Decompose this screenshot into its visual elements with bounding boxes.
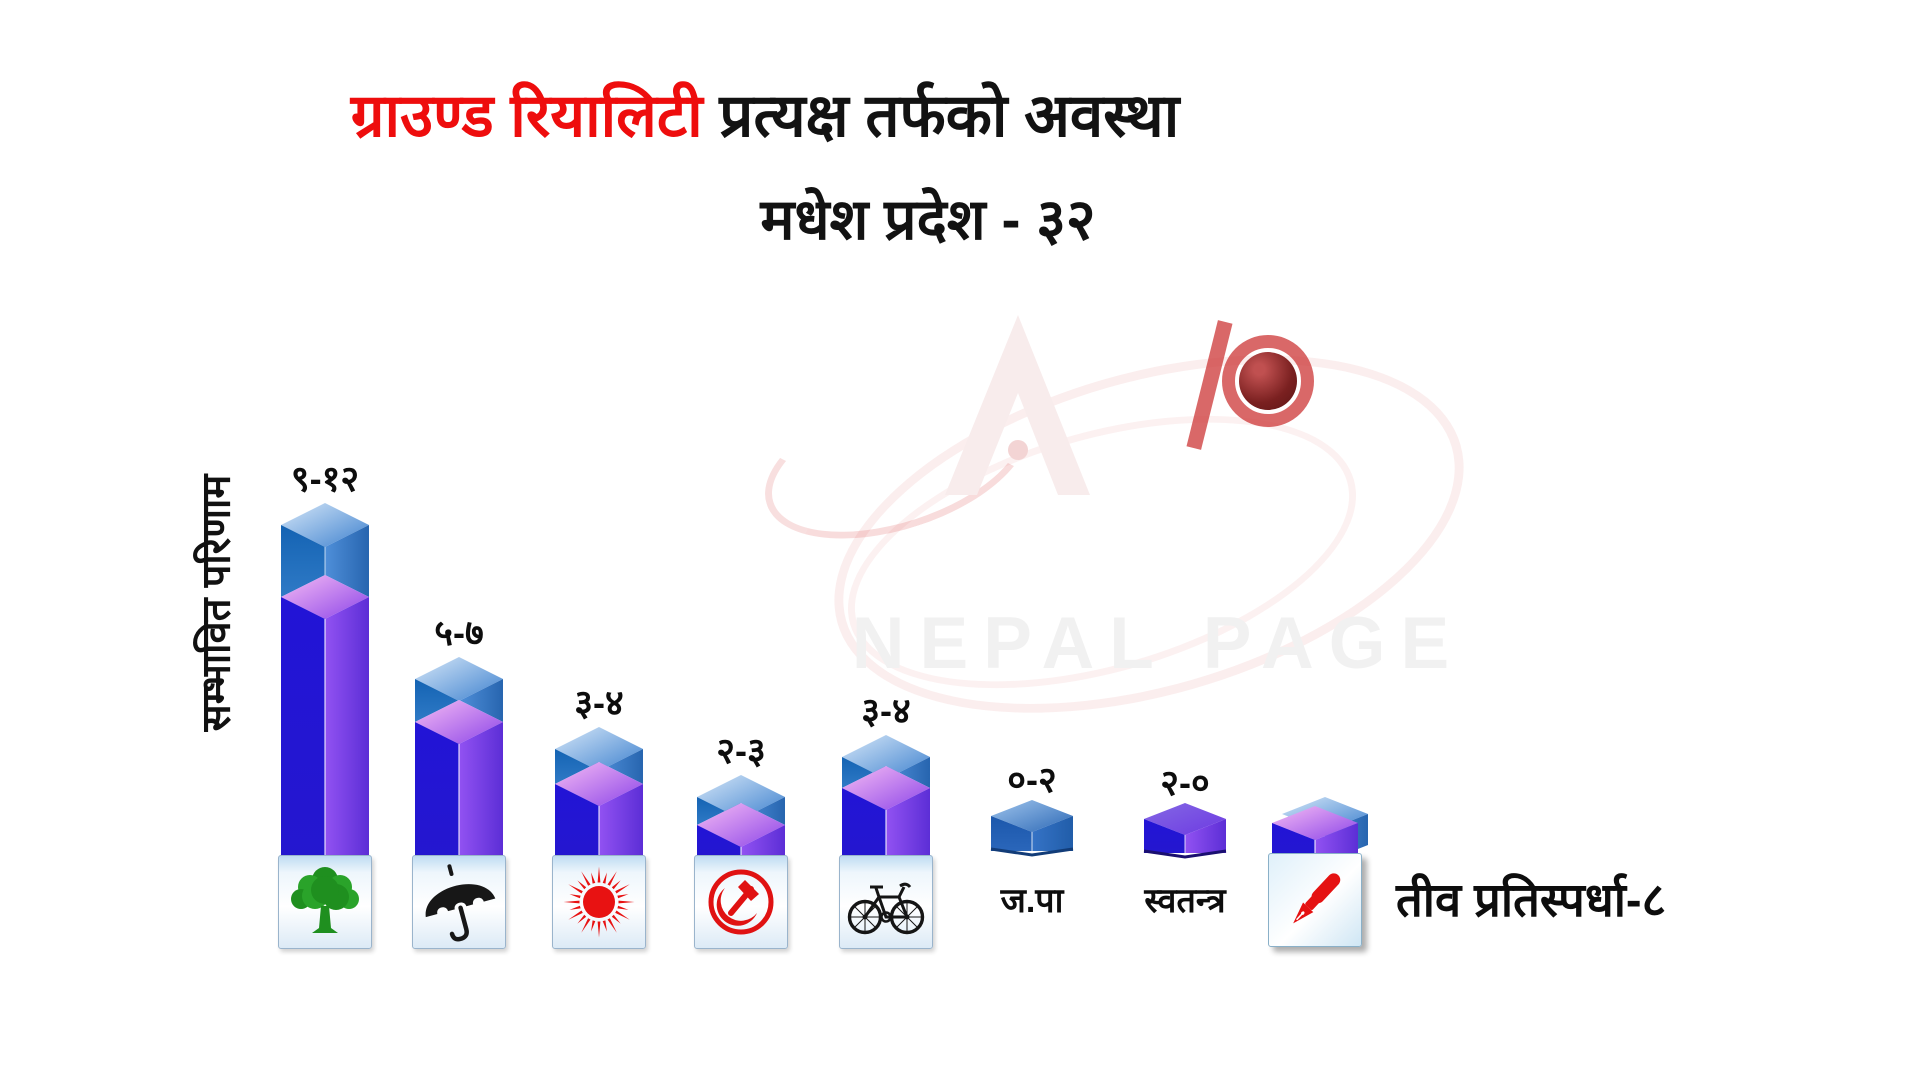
bar-5 (842, 735, 930, 862)
bar-7 (1143, 803, 1227, 859)
bar-6 (990, 800, 1074, 857)
bar-2 (415, 657, 503, 862)
watermark-brand-text: NEPAL PAGE (851, 603, 1465, 684)
competition-annotation: तीव प्रतिस्पर्धा-८ (1396, 873, 1667, 926)
logo-mountain-n-icon (945, 315, 1090, 495)
bar-1 (281, 503, 369, 862)
y-axis-label: सम्भावित परिणाम (194, 474, 239, 732)
page-title: ग्राउण्ड रियालिटी प्रत्यक्ष तर्फको अवस्थ… (351, 78, 1180, 153)
page-subtitle: मधेश प्रदेश - ३२ (760, 188, 1096, 252)
title-highlight: ग्राउण्ड रियालिटी (350, 82, 703, 149)
title-rest: प्रत्यक्ष तर्फको अवस्था (702, 82, 1180, 149)
bar-4 (697, 775, 785, 862)
logo-globe-icon (1239, 352, 1297, 410)
bar-3 (555, 727, 643, 862)
bar-8 (1272, 797, 1368, 868)
